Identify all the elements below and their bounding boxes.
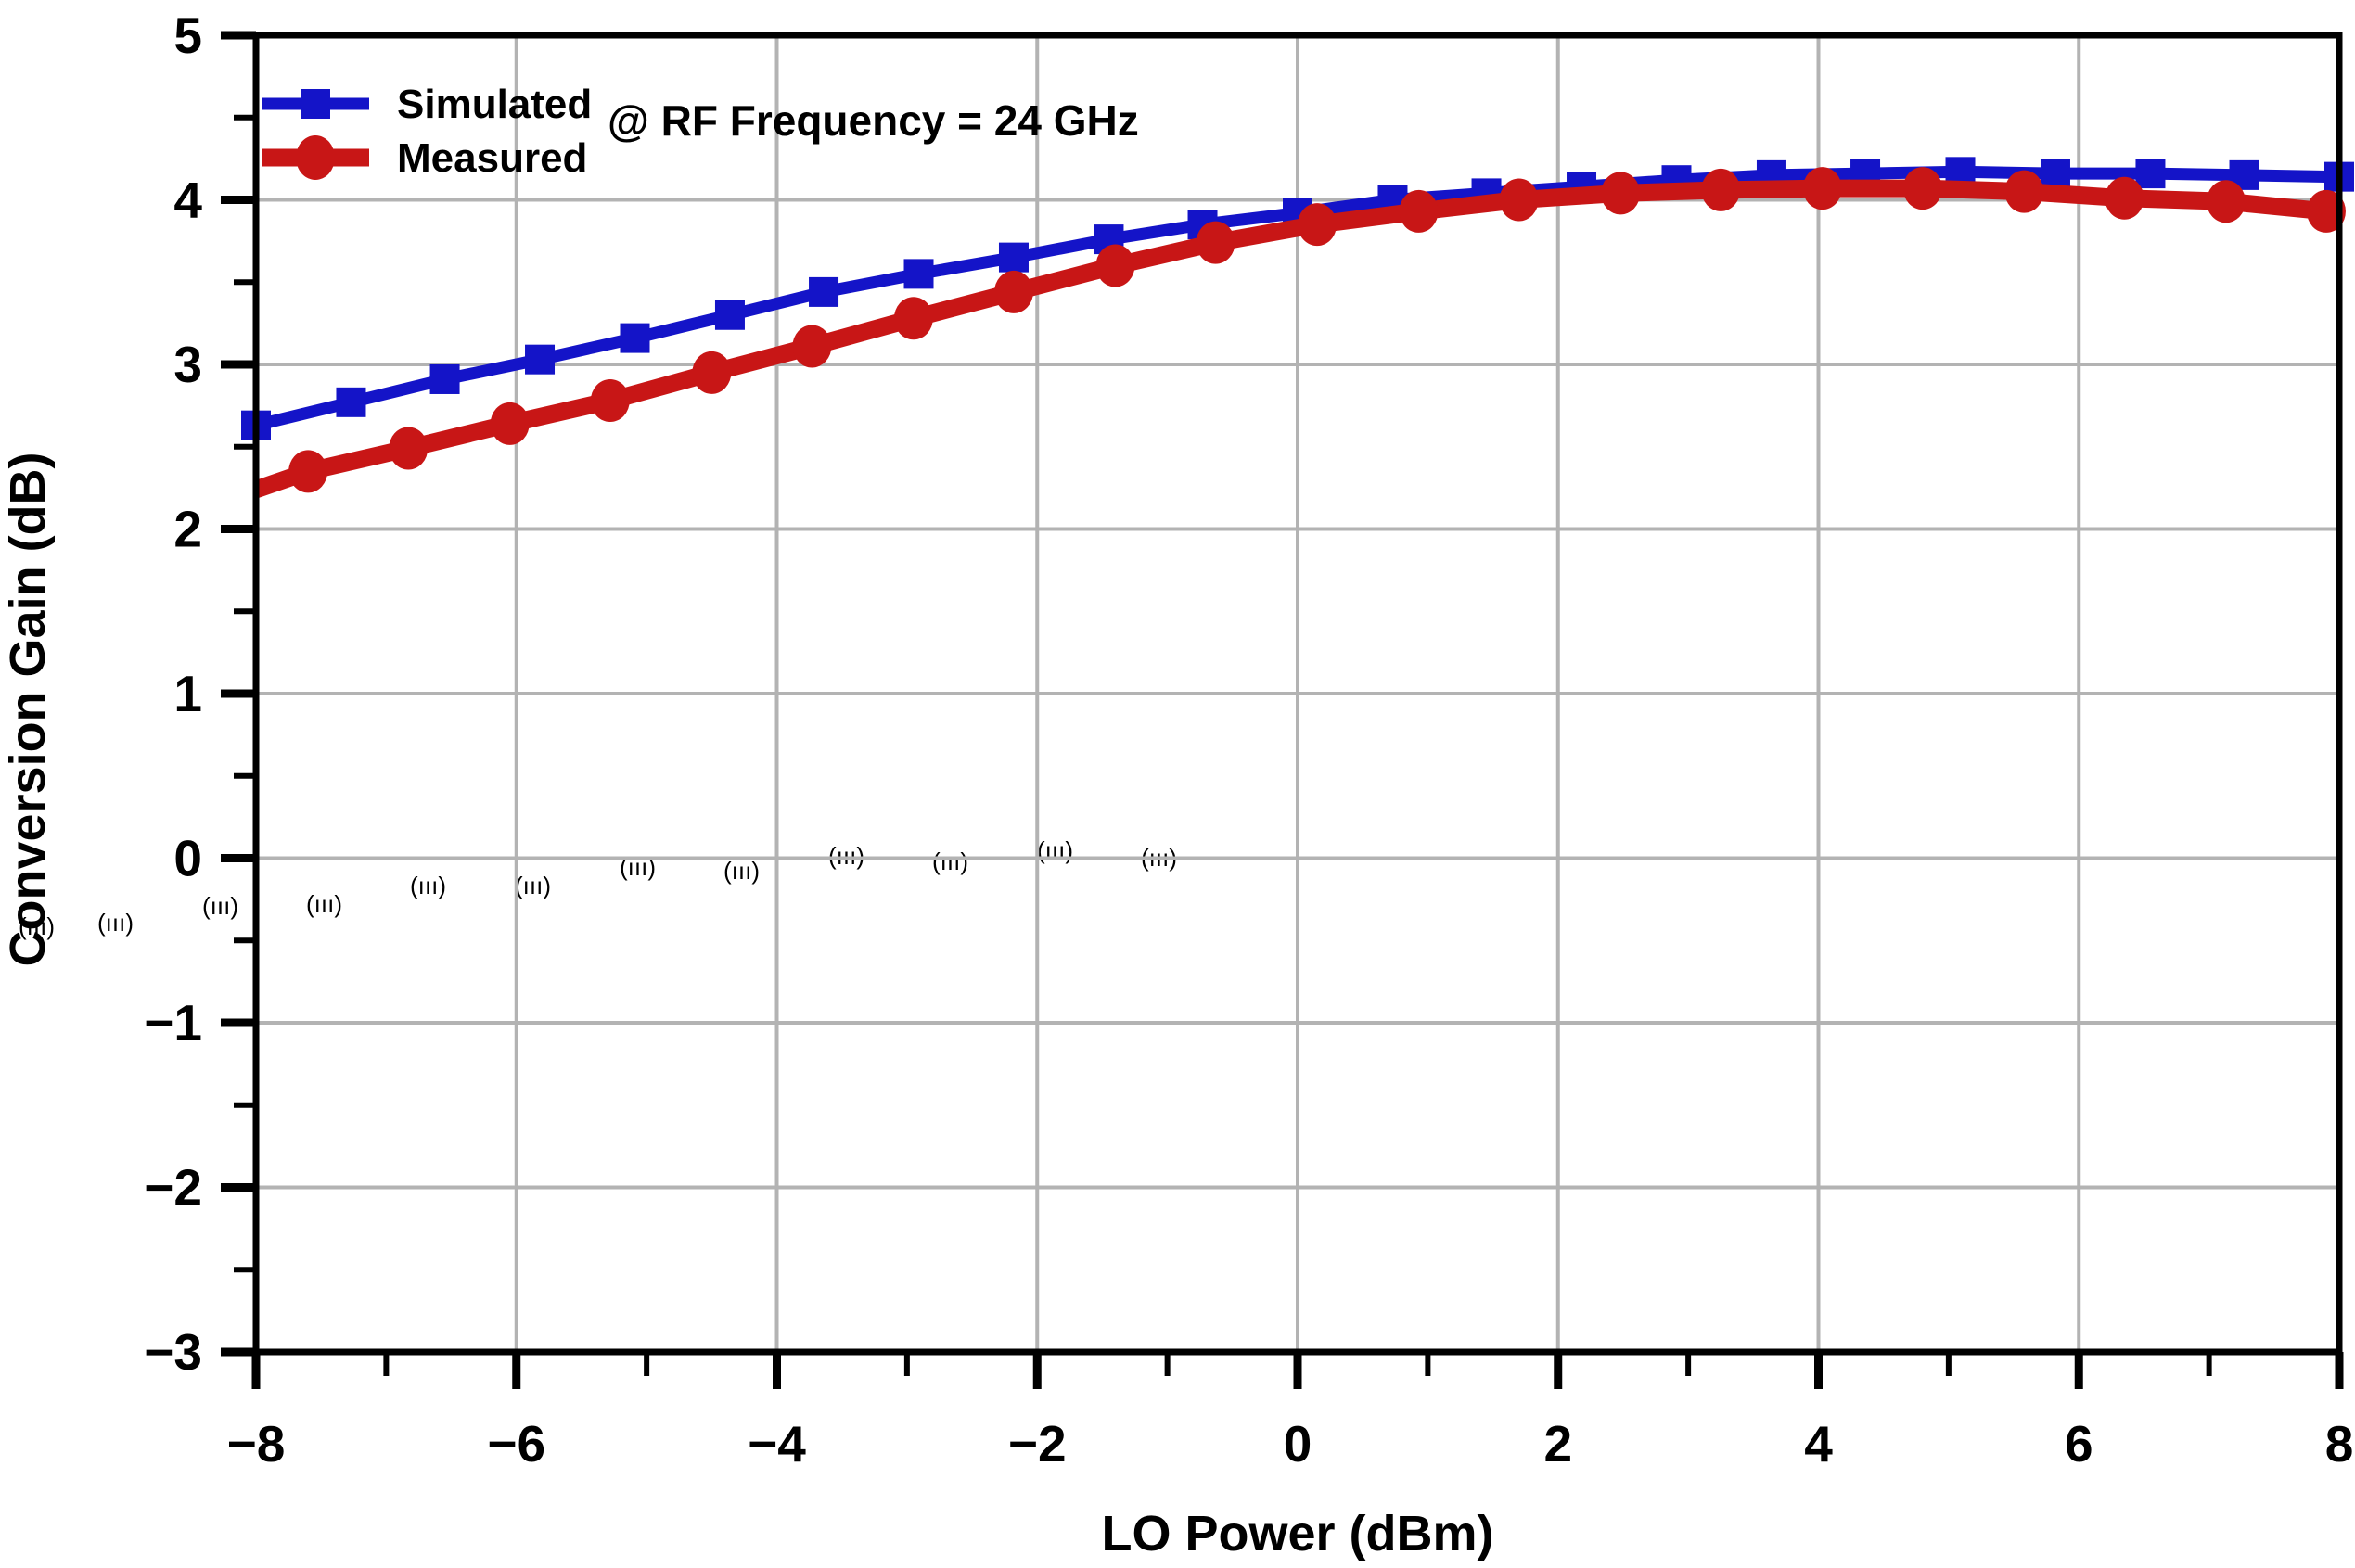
data-point-square-simulated [903,259,934,289]
x-axis-title: LO Power (dBm) [1101,1506,1493,1562]
data-point-circle-measured [590,379,630,423]
data-point-circle-measured [389,427,429,470]
data-point-circle-measured [1601,172,1641,215]
data-point-circle-measured [2004,170,2044,213]
plot-border [252,32,2343,1356]
x-tick-label: −8 [227,1415,286,1472]
watermark-artifact: (ııı) [828,842,864,870]
y-tick-label: 2 [173,501,202,558]
data-point-circle-measured [1298,203,1337,247]
data-point-circle-measured [993,270,1033,313]
x-tick-label: −4 [748,1415,806,1472]
data-point-circle-measured [2206,180,2246,223]
y-tick-label: −3 [144,1323,202,1381]
data-point-square-simulated [2040,159,2070,189]
x-tick-label: 2 [1543,1415,1572,1472]
y-tick-label: 5 [173,6,202,64]
data-point-circle-measured [1802,167,1842,210]
data-point-circle-measured [1902,167,1942,210]
data-point-circle-measured [692,351,732,394]
data-point-square-simulated [620,323,650,353]
watermark-artifact: (ııı) [97,909,134,937]
tick-layer [221,31,2344,1389]
data-point-circle-measured [1095,244,1135,287]
legend-label-simulated: Simulated [397,82,592,127]
x-tick-label: −6 [487,1415,545,1472]
x-tick-label: 6 [2065,1415,2093,1472]
data-point-circle-measured [2105,176,2144,220]
watermark-artifact: (ııı) [723,857,760,885]
data-point-circle-measured [893,297,933,340]
y-tick-label: −2 [144,1159,202,1217]
data-point-circle-measured [1701,168,1741,211]
x-tick-label: −2 [1008,1415,1067,1472]
y-tick-label: 0 [173,830,202,887]
x-tick-label: 4 [1804,1415,1833,1472]
data-point-circle-measured [288,450,328,493]
y-tick-label: 1 [173,665,202,722]
gridline-layer [256,35,2339,1352]
data-point-circle-measured [1196,221,1235,264]
data-point-circle-measured [792,325,832,368]
legend-item-measured: Measured [262,135,587,181]
legend-item-simulated: Simulated [262,82,592,127]
x-tick-label: 0 [1284,1415,1312,1472]
annotation: @ RF Frequency = 24 GHz [608,96,1139,145]
data-point-circle-measured [1399,189,1439,233]
y-tick-label: 4 [173,172,202,229]
watermark-artifact: (ııı) [932,848,968,875]
legend-square-marker-icon [301,89,330,119]
x-tick-label: 8 [2325,1415,2354,1472]
y-tick-label: 3 [173,336,202,393]
watermark-artifact: (ııı) [19,912,55,940]
y-axis-title: Conversion Gain (dB) [0,452,56,966]
data-point-square-simulated [336,387,366,417]
data-point-square-simulated [714,300,745,330]
data-point-square-simulated [998,242,1029,273]
data-point-circle-measured [490,402,530,445]
legend-label-measured: Measured [397,135,587,181]
data-point-square-simulated [429,363,460,394]
tick-label-layer: −8 −6 −4 −2 0 2 4 6 8 5 4 3 2 1 0 −1 −2 −3 [144,6,2353,1472]
legend: Simulated Measured [262,82,592,181]
data-point-square-simulated [2135,159,2166,189]
y-tick-label: −1 [144,994,202,1052]
watermark-artifact: (ııı) [515,872,551,899]
watermark-artifact: (ııı) [306,890,342,918]
watermark-artifact-row: (ııı) (ııı) (ııı) (ııı) (ııı) (ııı) (ııı) (ııı)… [19,836,1177,940]
data-point-circle-measured [2306,189,2346,233]
data-point-circle-measured [1499,178,1539,222]
legend-circle-marker-icon [296,135,335,180]
watermark-artifact: (ııı) [410,872,446,899]
watermark-artifact: (ııı) [202,892,238,920]
data-point-square-simulated [809,276,839,307]
series-layer [241,157,2354,498]
data-point-square-simulated [525,344,556,375]
